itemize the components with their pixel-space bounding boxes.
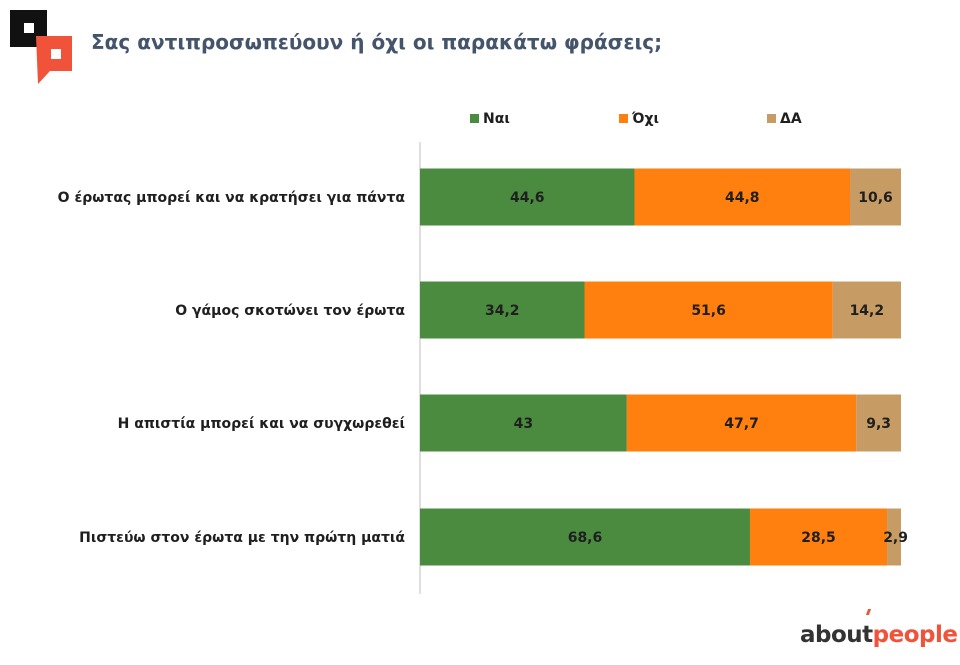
legend-item-1: Όχι	[619, 111, 659, 127]
bar-segment	[850, 168, 901, 226]
category-label: Ο έρωτας μπορεί και να κρατήσει για πάντ…	[58, 190, 406, 206]
data-label: 10,6	[858, 190, 893, 206]
bar-segment	[887, 508, 901, 566]
page-title: Σας αντιπροσωπεύουν ή όχι οι παρακάτω φρ…	[91, 30, 663, 54]
legend-label: Ναι	[483, 111, 510, 127]
legend-label: ΔΑ	[780, 111, 802, 127]
bar-segment	[626, 394, 857, 452]
category-label: Ο γάμος σκοτώνει τον έρωτα	[175, 303, 405, 319]
bar-segment	[420, 281, 585, 339]
bar-segment	[634, 168, 851, 226]
bar-segment	[420, 168, 635, 226]
legend-label: Όχι	[631, 111, 659, 127]
data-label: 28,5	[801, 530, 836, 546]
bar-segment	[856, 394, 901, 452]
data-label: 44,6	[510, 190, 545, 206]
data-label: 47,7	[724, 416, 759, 432]
brand-word-people: people	[872, 622, 958, 648]
brand-logo-icon	[10, 10, 72, 84]
data-label: 68,6	[568, 530, 603, 546]
bar-segment	[584, 281, 833, 339]
data-label: 44,8	[725, 190, 760, 206]
bar-segment	[420, 508, 750, 566]
bar-segment	[749, 508, 888, 566]
data-label: 2,9	[883, 530, 908, 546]
legend-item-2: ΔΑ	[767, 111, 802, 127]
legend-swatch	[767, 114, 776, 123]
data-label: 34,2	[485, 303, 520, 319]
legend-swatch	[470, 114, 479, 123]
bar-segment	[420, 394, 627, 452]
legend-swatch	[619, 114, 628, 123]
data-label: 14,2	[850, 303, 885, 319]
brand-wordmark: aboutpeople	[800, 622, 958, 648]
data-label: 43	[514, 416, 533, 432]
data-label: 51,6	[691, 303, 726, 319]
bar-segment	[832, 281, 901, 339]
data-label: 9,3	[866, 416, 891, 432]
brand-word-about: about	[800, 622, 873, 648]
category-label: Πιστεύω στον έρωτα με την πρώτη ματιά	[79, 530, 405, 546]
legend-item-0: Ναι	[470, 111, 510, 127]
category-label: Η απιστία μπορεί και να συγχωρεθεί	[118, 416, 405, 432]
